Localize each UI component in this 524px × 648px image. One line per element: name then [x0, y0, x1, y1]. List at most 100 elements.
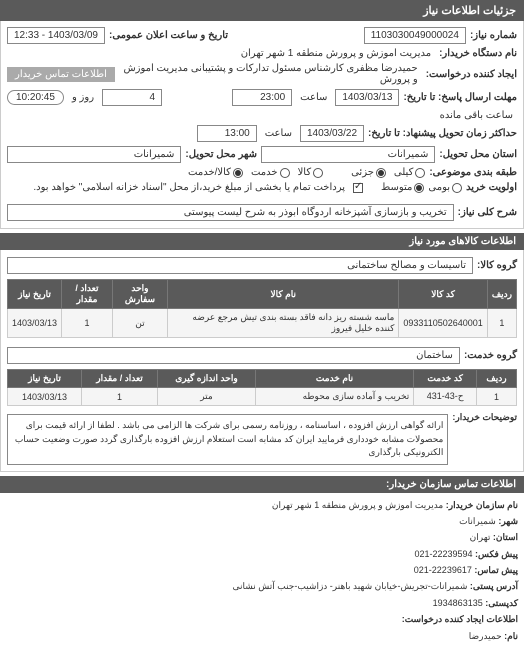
- type-both-label: کالا/خدمت: [188, 167, 231, 178]
- buyer-city-label: شهر:: [498, 516, 518, 526]
- payment-checkbox[interactable]: [353, 183, 363, 193]
- pkg-part-option[interactable]: جزئی: [351, 167, 386, 178]
- goods-col-4: تعداد / مقدار: [62, 280, 113, 309]
- buyer-org-label2: نام سازمان خریدار:: [446, 500, 518, 510]
- deadline-time: 23:00: [232, 89, 292, 106]
- type-both-option[interactable]: کالا/خدمت: [188, 167, 243, 178]
- table-row[interactable]: 1 0933110502640001 ماسه شسته ریز دانه فا…: [8, 309, 517, 338]
- province-value: شمیرانات: [261, 146, 435, 163]
- buyer-section: نام سازمان خریدار: مدیریت اموزش و پرورش …: [0, 493, 524, 648]
- services-col-4: تعداد / مقدار: [82, 370, 158, 388]
- creator-label: ایجاد کننده درخواست:: [426, 69, 517, 80]
- type-service-label: خدمت: [251, 167, 278, 178]
- services-header-row: ردیف کد خدمت نام خدمت واحد اندازه گیری ت…: [8, 370, 517, 388]
- deadline-label: مهلت ارسال پاسخ: تا تاریخ:: [403, 92, 517, 103]
- notes-label: توضیحات خریدار:: [452, 412, 517, 423]
- buyer-postal-value: شمیرانات-تجریش-خیابان شهید باهنر- دزاشیب…: [232, 581, 467, 591]
- goods-group-value: تاسیسات و مصالح ساختمانی: [7, 257, 473, 274]
- announce-value: 1403/03/09 - 12:33: [7, 27, 105, 44]
- goods-table: ردیف کد کالا نام کالا واحد سفارش تعداد /…: [7, 279, 517, 338]
- final-date-label: حداکثر زمان تحویل پیشنهاد: تا تاریخ:: [368, 128, 517, 139]
- buyer-section-title: اطلاعات تماس سازمان خریدار:: [0, 476, 524, 493]
- need-title-value: تخریب و بازسازی آشپزخانه اردوگاه ابوذر ب…: [7, 204, 454, 221]
- deadline-date: 1403/03/13: [335, 89, 399, 106]
- time-label-2: ساعت: [261, 128, 296, 139]
- goods-col-0: ردیف: [487, 280, 516, 309]
- days-text: روز و: [68, 92, 98, 103]
- buyer-fax-value: 22239594-021: [414, 549, 472, 559]
- goods-col-3: واحد سفارش: [112, 280, 167, 309]
- number-value: 1103030049000024: [364, 27, 466, 44]
- buyer-org-value2: مدیریت اموزش و پرورش منطقه 1 شهر تهران: [272, 500, 443, 510]
- buyer-org-value: مدیریت اموزش و پرورش منطقه 1 شهر تهران: [237, 48, 435, 59]
- need-title-label: شرح کلی نیاز:: [458, 207, 517, 218]
- type-goods-label: کالا: [298, 167, 312, 178]
- payment-note: پرداخت تمام یا بخشی از مبلغ خرید،از محل …: [29, 182, 349, 193]
- prio-mid-option[interactable]: متوسط: [381, 182, 424, 193]
- cell: 1: [62, 309, 113, 338]
- pkg-kg-option[interactable]: کیلی: [394, 167, 425, 178]
- prio-mid-label: متوسط: [381, 182, 412, 193]
- buyer-postcode-value: 1934863135: [433, 598, 483, 608]
- buyer-city-value: شمیرانات: [459, 516, 496, 526]
- pkg-part-label: جزئی: [351, 167, 374, 178]
- table-row[interactable]: 1 ح-43-431 تخریب و آماده سازی محوطه متر …: [8, 388, 517, 406]
- cell: 0933110502640001: [399, 309, 487, 338]
- buyer-fax-label: پیش فکس:: [475, 549, 518, 559]
- packaging-label: طبقه بندی موضوعی:: [429, 167, 517, 178]
- province-label: استان محل تحویل:: [439, 149, 517, 160]
- cell: 1: [477, 388, 517, 406]
- cell: تن: [112, 309, 167, 338]
- packaging-group: کیلی جزئی: [351, 167, 425, 178]
- goods-col-5: تاریخ نیاز: [8, 280, 62, 309]
- service-group-label: گروه خدمت:: [464, 350, 517, 361]
- prio-low-option[interactable]: بومی: [428, 182, 462, 193]
- top-section: شماره نیاز: 1103030049000024 تاریخ و ساع…: [0, 21, 524, 229]
- services-col-1: کد خدمت: [414, 370, 477, 388]
- cell: متر: [158, 388, 256, 406]
- type-group: کالا خدمت کالا/خدمت: [188, 167, 323, 178]
- buyer-postal-label: آدرس پستی:: [470, 581, 518, 591]
- goods-header-row: ردیف کد کالا نام کالا واحد سفارش تعداد /…: [8, 280, 517, 309]
- cell: تخریب و آماده سازی محوطه: [255, 388, 413, 406]
- cell: 1: [487, 309, 516, 338]
- contact-button[interactable]: اطلاعات تماس خریدار: [7, 67, 115, 82]
- number-label: شماره نیاز:: [470, 30, 517, 41]
- notes-text: ارائه گواهی ارزش افزوده ، اساسنامه ، روز…: [7, 414, 448, 465]
- days-value: 4: [102, 89, 162, 106]
- goods-col-1: کد کالا: [399, 280, 487, 309]
- goods-section-title: اطلاعات کالاهای مورد نیاز: [0, 233, 524, 250]
- panel-header: جزئیات اطلاعات نیاز: [0, 0, 524, 21]
- final-time: 13:00: [197, 125, 257, 142]
- remain-text: ساعت باقی مانده: [436, 110, 517, 121]
- creator-info-label: اطلاعات ایجاد کننده درخواست:: [402, 614, 518, 624]
- cell: ماسه شسته ریز دانه فاقد بسته بندی تیش مر…: [168, 309, 399, 338]
- type-service-option[interactable]: خدمت: [251, 167, 290, 178]
- services-col-2: نام خدمت: [255, 370, 413, 388]
- announce-label: تاریخ و ساعت اعلان عمومی:: [109, 30, 228, 41]
- cell: ح-43-431: [414, 388, 477, 406]
- services-table: ردیف کد خدمت نام خدمت واحد اندازه گیری ت…: [7, 369, 517, 406]
- cell: 1: [82, 388, 158, 406]
- buyer-province-label: استان:: [493, 532, 518, 542]
- goods-group-label: گروه کالا:: [477, 260, 517, 271]
- final-date: 1403/03/22: [300, 125, 364, 142]
- goods-section: گروه کالا: تاسیسات و مصالح ساختمانی ردیف…: [0, 250, 524, 472]
- prio-low-label: بومی: [428, 182, 450, 193]
- time-label-1: ساعت: [296, 92, 331, 103]
- remain-time: 10:20:45: [7, 90, 64, 105]
- city-label: شهر محل تحویل:: [185, 149, 257, 160]
- service-group-value: ساختمان: [7, 347, 460, 364]
- buyer-name-value: حمیدرضا: [469, 631, 502, 641]
- buyer-postcode-label: کدپستی:: [485, 598, 518, 608]
- goods-col-2: نام کالا: [168, 280, 399, 309]
- services-col-0: ردیف: [477, 370, 517, 388]
- cell: 1403/03/13: [8, 309, 62, 338]
- buyer-phone-label: پیش تماس:: [474, 565, 518, 575]
- buyer-province-value: تهران: [470, 532, 491, 542]
- priority-label: اولویت خرید: [466, 182, 517, 193]
- cell: 1403/03/13: [8, 388, 82, 406]
- buyer-phone-value: 22239617-021: [414, 565, 472, 575]
- creator-value: حمیدرضا مظفری کارشناس مسئول تدارکات و پش…: [119, 63, 422, 85]
- type-goods-option[interactable]: کالا: [298, 167, 324, 178]
